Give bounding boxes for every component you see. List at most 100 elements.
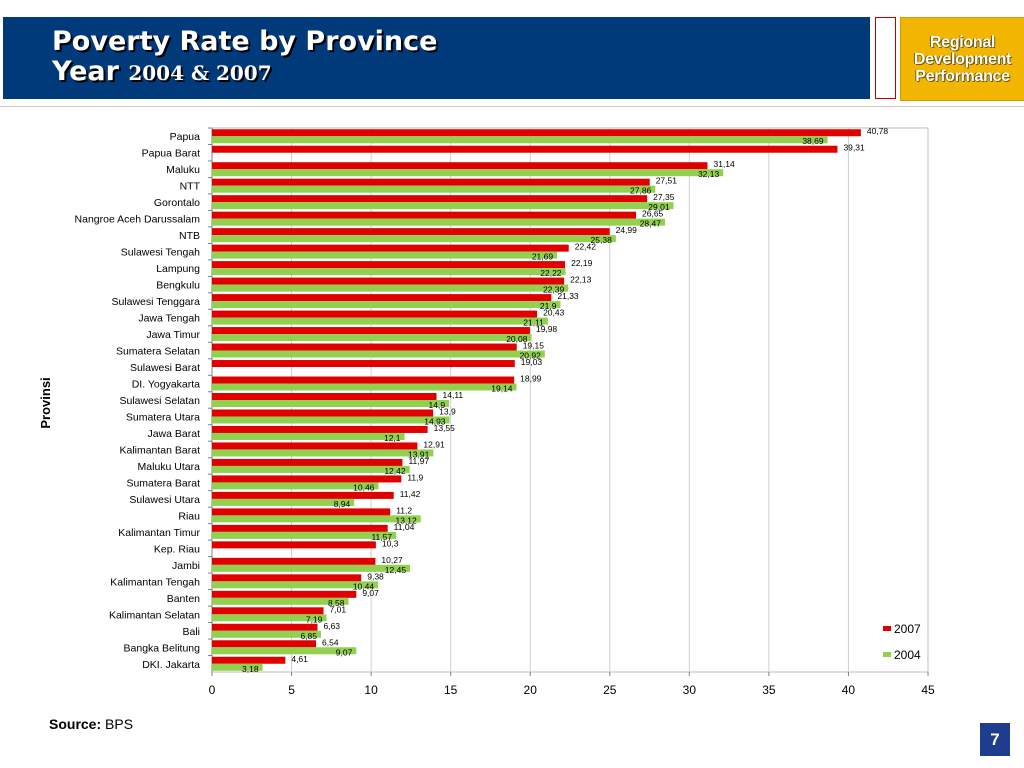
data-label-2007: 4,61 bbox=[291, 654, 308, 664]
bar-2004 bbox=[212, 465, 410, 473]
bar-2007 bbox=[212, 508, 391, 516]
badge-line-2: Development bbox=[913, 50, 1012, 68]
page-title-line2: Year 2004 & 2007 bbox=[52, 56, 272, 87]
data-label-2007: 7,01 bbox=[330, 604, 347, 614]
data-label-2004: 6,85 bbox=[300, 631, 317, 641]
bar-2007 bbox=[212, 524, 388, 532]
bar-2007 bbox=[212, 607, 324, 615]
bar-2004 bbox=[212, 449, 434, 457]
data-label-2007: 19,15 bbox=[523, 341, 545, 351]
data-label-2007: 24,99 bbox=[616, 225, 638, 235]
decorative-box bbox=[875, 17, 896, 99]
bar-2007 bbox=[212, 475, 402, 483]
data-label-2007: 13,9 bbox=[439, 406, 456, 416]
data-label-2007: 11,97 bbox=[408, 456, 429, 466]
bar-2007 bbox=[212, 393, 437, 400]
legend-label-2004: 2004 bbox=[894, 648, 921, 662]
data-label-2004: 3,18 bbox=[242, 664, 259, 674]
bar-2004 bbox=[212, 400, 450, 407]
data-label-2004: 27,86 bbox=[630, 186, 652, 196]
bar-2004 bbox=[212, 531, 397, 539]
data-label-2007: 39,31 bbox=[843, 143, 865, 153]
category-label: Sumatera Barat bbox=[126, 477, 200, 489]
category-label: Maluku Utara bbox=[138, 461, 201, 473]
data-label-2007: 22,19 bbox=[571, 258, 593, 268]
bar-2007 bbox=[212, 195, 648, 203]
title-years: 2004 & 2007 bbox=[128, 61, 272, 85]
category-label: Jawa Timur bbox=[146, 329, 200, 341]
data-label-2007: 9,07 bbox=[362, 588, 379, 598]
data-label-2007: 26,65 bbox=[642, 209, 664, 219]
legend-swatch-2007 bbox=[883, 626, 891, 631]
bar-2007 bbox=[212, 211, 637, 219]
bar-2004 bbox=[212, 334, 532, 342]
data-label-2004: 20,08 bbox=[506, 334, 528, 344]
bar-2004 bbox=[212, 498, 355, 506]
data-label-2007: 21,33 bbox=[557, 291, 579, 301]
category-label: NTT bbox=[180, 181, 201, 193]
category-label: Sulawesi Utara bbox=[129, 494, 200, 506]
bar-2007 bbox=[212, 261, 566, 269]
data-label-2004: 20,92 bbox=[520, 351, 542, 361]
data-label-2004: 8,58 bbox=[328, 598, 345, 608]
bar-2004 bbox=[212, 317, 548, 325]
data-label-2004: 7,19 bbox=[306, 614, 323, 624]
bar-2007 bbox=[212, 557, 376, 565]
bar-2007 bbox=[212, 178, 650, 186]
data-label-2004: 32,13 bbox=[698, 169, 720, 179]
category-label: Riau bbox=[178, 510, 200, 522]
category-label: Papua Barat bbox=[142, 148, 200, 160]
data-label-2007: 6,54 bbox=[322, 637, 339, 647]
bar-2004 bbox=[212, 564, 411, 572]
header-bar bbox=[3, 17, 870, 99]
x-tick-label: 10 bbox=[364, 683, 378, 697]
data-label-2004: 12,1 bbox=[384, 433, 401, 443]
legend-label-2007: 2007 bbox=[894, 622, 921, 636]
data-label-2004: 21,11 bbox=[523, 318, 544, 328]
category-label: Gorontalo bbox=[154, 197, 200, 209]
category-label: Bangka Belitung bbox=[124, 642, 201, 654]
data-label-2007: 12,91 bbox=[423, 439, 445, 449]
header-divider bbox=[0, 106, 1024, 107]
x-tick-label: 0 bbox=[209, 683, 216, 697]
bar-2007 bbox=[212, 442, 418, 450]
data-label-2007: 14,11 bbox=[443, 390, 464, 400]
category-label: Maluku bbox=[166, 164, 200, 176]
y-axis-title: Provinsi bbox=[38, 377, 53, 428]
data-label-2004: 13,12 bbox=[395, 515, 417, 525]
badge-line-1: Regional bbox=[929, 33, 996, 51]
bar-2007 bbox=[212, 376, 515, 384]
section-badge: Regional Development Performance bbox=[900, 17, 1024, 101]
data-label-2007: 9,38 bbox=[367, 571, 384, 581]
category-label: Kalimantan Tengah bbox=[110, 576, 200, 588]
bar-2007 bbox=[212, 244, 569, 252]
bar-2004 bbox=[212, 350, 545, 358]
data-label-2004: 14,9 bbox=[429, 400, 446, 410]
bar-2007 bbox=[212, 409, 434, 417]
data-label-2007: 11,2 bbox=[396, 505, 412, 515]
data-label-2004: 28,47 bbox=[640, 219, 662, 229]
data-label-2004: 22,22 bbox=[540, 268, 562, 278]
bar-2007 bbox=[212, 145, 838, 153]
title-year-word: Year bbox=[52, 56, 119, 87]
category-label: Nangroe Aceh Darussalam bbox=[75, 214, 201, 226]
data-label-2007: 11,42 bbox=[400, 489, 421, 499]
bar-2004 bbox=[212, 268, 566, 276]
bar-2004 bbox=[212, 647, 357, 655]
bar-2007 bbox=[212, 129, 861, 137]
bar-2004 bbox=[212, 218, 665, 226]
bar-2007 bbox=[212, 656, 286, 664]
x-tick-label: 15 bbox=[444, 683, 458, 697]
source-text: BPS bbox=[105, 716, 134, 732]
bar-2007 bbox=[212, 640, 317, 648]
data-label-2007: 20,43 bbox=[543, 308, 565, 318]
category-label: NTB bbox=[179, 230, 200, 242]
data-label-2007: 6,63 bbox=[323, 621, 340, 631]
x-tick-label: 40 bbox=[842, 683, 856, 697]
category-label: Banten bbox=[167, 593, 200, 605]
bar-2004 bbox=[212, 251, 558, 259]
category-label: Sulawesi Barat bbox=[130, 362, 200, 374]
page-title-line1: Poverty Rate by Province bbox=[52, 26, 438, 57]
bar-2004 bbox=[212, 169, 724, 177]
bar-2004 bbox=[212, 515, 421, 523]
